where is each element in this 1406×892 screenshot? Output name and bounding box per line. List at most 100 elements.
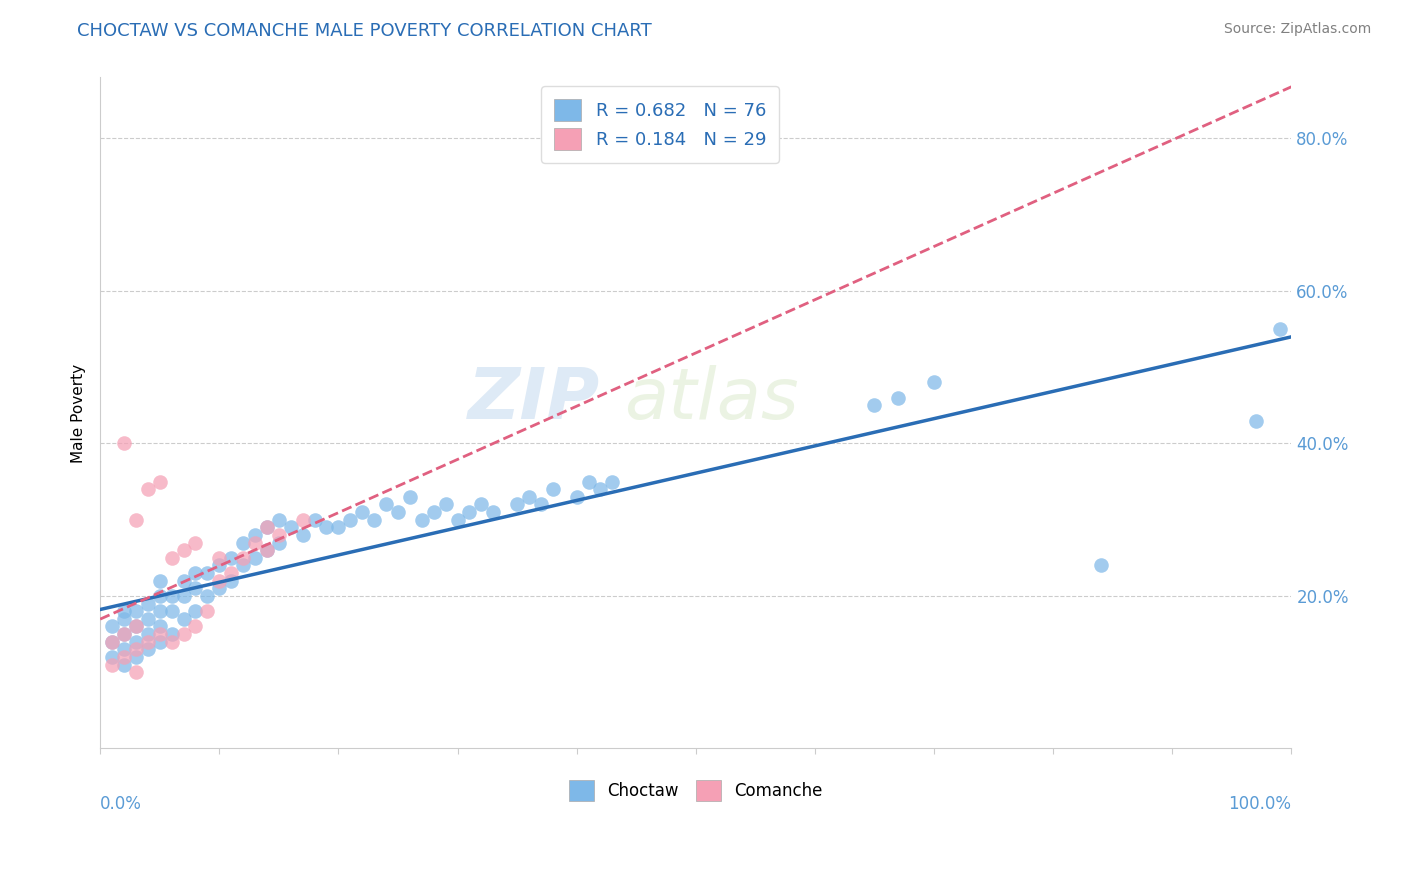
Point <box>136 597 159 611</box>
Point <box>184 619 207 633</box>
Point <box>136 482 159 496</box>
Point <box>256 520 278 534</box>
Point <box>125 634 148 648</box>
Point <box>160 627 183 641</box>
Point <box>173 612 195 626</box>
Point <box>112 650 135 665</box>
Point <box>506 498 529 512</box>
Text: 0.0%: 0.0% <box>100 796 142 814</box>
Point <box>195 604 218 618</box>
Legend: Choctaw, Comanche: Choctaw, Comanche <box>562 773 830 807</box>
Point <box>922 376 945 390</box>
Point <box>243 528 266 542</box>
Point <box>232 558 254 573</box>
Point <box>434 498 457 512</box>
Point <box>112 627 135 641</box>
Point <box>256 543 278 558</box>
Point <box>530 498 553 512</box>
Point <box>125 513 148 527</box>
Point <box>195 589 218 603</box>
Point <box>125 642 148 657</box>
Point <box>149 619 172 633</box>
Point <box>339 513 361 527</box>
Point <box>1268 322 1291 336</box>
Point <box>352 505 374 519</box>
Point <box>1090 558 1112 573</box>
Point <box>208 550 231 565</box>
Point <box>160 604 183 618</box>
Point <box>219 550 242 565</box>
Point <box>125 604 148 618</box>
Point <box>411 513 433 527</box>
Point <box>184 535 207 549</box>
Point <box>482 505 505 519</box>
Point <box>267 513 290 527</box>
Point <box>208 582 231 596</box>
Point <box>458 505 481 519</box>
Point <box>589 482 612 496</box>
Point <box>208 574 231 588</box>
Point <box>125 619 148 633</box>
Point <box>602 475 624 489</box>
Point <box>256 543 278 558</box>
Point <box>328 520 350 534</box>
Point <box>256 520 278 534</box>
Point <box>315 520 337 534</box>
Point <box>232 535 254 549</box>
Point <box>149 634 172 648</box>
Text: 100.0%: 100.0% <box>1229 796 1292 814</box>
Point <box>112 642 135 657</box>
Point <box>125 619 148 633</box>
Point <box>149 475 172 489</box>
Point <box>399 490 422 504</box>
Point <box>267 535 290 549</box>
Point <box>565 490 588 504</box>
Point <box>863 398 886 412</box>
Point <box>195 566 218 580</box>
Point <box>112 436 135 450</box>
Point <box>578 475 600 489</box>
Point <box>517 490 540 504</box>
Point <box>184 582 207 596</box>
Point <box>112 604 135 618</box>
Point <box>184 604 207 618</box>
Point <box>291 528 314 542</box>
Text: CHOCTAW VS COMANCHE MALE POVERTY CORRELATION CHART: CHOCTAW VS COMANCHE MALE POVERTY CORRELA… <box>77 22 652 40</box>
Point <box>112 627 135 641</box>
Point <box>173 627 195 641</box>
Point <box>887 391 910 405</box>
Point <box>101 650 124 665</box>
Point <box>149 574 172 588</box>
Point <box>173 543 195 558</box>
Point <box>136 627 159 641</box>
Point <box>291 513 314 527</box>
Y-axis label: Male Poverty: Male Poverty <box>72 363 86 463</box>
Point <box>136 634 159 648</box>
Point <box>160 634 183 648</box>
Point <box>149 604 172 618</box>
Point <box>243 550 266 565</box>
Point <box>243 535 266 549</box>
Point <box>101 657 124 672</box>
Point <box>149 589 172 603</box>
Point <box>136 642 159 657</box>
Point <box>160 589 183 603</box>
Point <box>232 550 254 565</box>
Point <box>304 513 326 527</box>
Point <box>125 650 148 665</box>
Point <box>160 550 183 565</box>
Point <box>136 612 159 626</box>
Point <box>173 589 195 603</box>
Point <box>470 498 492 512</box>
Point <box>1244 414 1267 428</box>
Point <box>375 498 398 512</box>
Point <box>184 566 207 580</box>
Text: Source: ZipAtlas.com: Source: ZipAtlas.com <box>1223 22 1371 37</box>
Point <box>422 505 444 519</box>
Point <box>101 634 124 648</box>
Text: atlas: atlas <box>624 365 799 434</box>
Point <box>149 627 172 641</box>
Point <box>219 566 242 580</box>
Text: ZIP: ZIP <box>468 365 600 434</box>
Point <box>101 619 124 633</box>
